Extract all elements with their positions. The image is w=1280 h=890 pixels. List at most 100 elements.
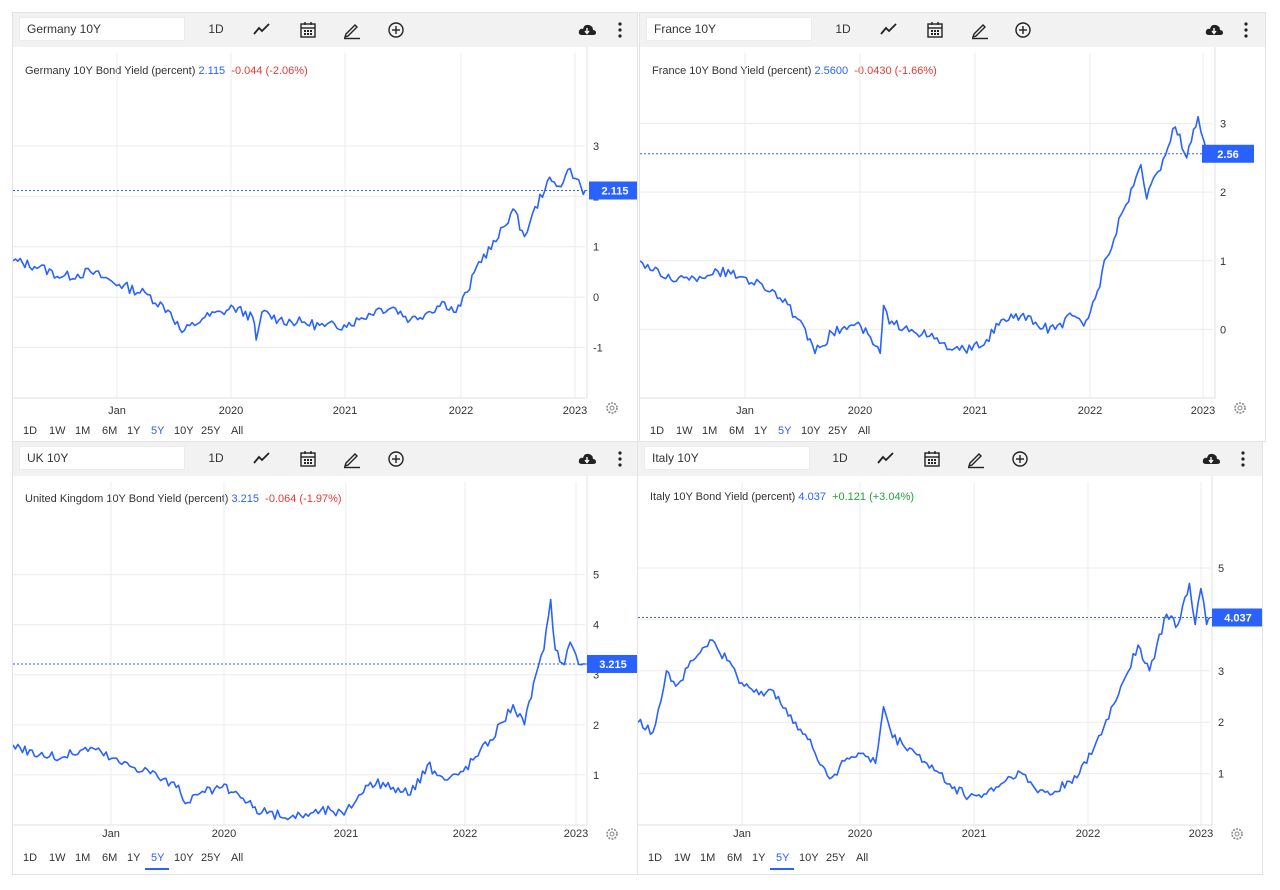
- active-range-underline: [145, 868, 169, 870]
- range-button-all[interactable]: All: [858, 425, 871, 437]
- line-chart-icon[interactable]: [251, 19, 273, 41]
- y-tick-label: 0: [593, 292, 599, 304]
- interval-button[interactable]: 1D: [208, 22, 224, 36]
- more-vertical-icon[interactable]: [1232, 448, 1254, 470]
- range-button-1m[interactable]: 1M: [702, 425, 718, 437]
- range-button-1w[interactable]: 1W: [674, 852, 691, 864]
- range-button-1w[interactable]: 1W: [676, 425, 693, 437]
- symbol-input[interactable]: UK 10Y: [19, 446, 185, 470]
- pencil-icon[interactable]: [341, 448, 363, 470]
- y-tick-label: 0: [1220, 324, 1226, 336]
- chart-panel-germany: Germany 10Y 1D Germany 10Y Bond Yield (p…: [12, 12, 638, 442]
- range-button-5y[interactable]: 5Y: [776, 852, 790, 864]
- last-value: 4.037: [798, 491, 826, 503]
- range-button-25y[interactable]: 25Y: [201, 852, 221, 864]
- plus-circle-icon[interactable]: [1009, 448, 1031, 470]
- y-tick-label: 2: [1220, 187, 1226, 199]
- y-tick-label: 1: [1218, 769, 1224, 781]
- chart-svg[interactable]: -10123Jan20202021202220232.115: [13, 13, 638, 423]
- cloud-download-icon[interactable]: [576, 448, 598, 470]
- calendar-icon[interactable]: [297, 19, 319, 41]
- range-button-5y[interactable]: 5Y: [151, 852, 165, 864]
- plus-circle-icon[interactable]: [1012, 19, 1034, 41]
- range-button-1d[interactable]: 1D: [650, 425, 665, 437]
- last-value-badge: [587, 654, 637, 673]
- x-tick-label: 2022: [449, 405, 473, 417]
- chart-area[interactable]: 0 1 2 3 Jan 2020 2021 2022 2023 2.56: [640, 13, 1266, 423]
- cloud-download-icon[interactable]: [576, 19, 598, 41]
- gear-icon[interactable]: [1231, 828, 1243, 840]
- cloud-download-icon[interactable]: [1200, 448, 1222, 470]
- calendar-icon[interactable]: [921, 448, 943, 470]
- range-button-5y[interactable]: 5Y: [778, 425, 792, 437]
- range-selector: 1D 1W 1M 6M 1Y 5Y 10Y 25Y All: [650, 421, 950, 441]
- range-button-6m[interactable]: 6M: [102, 852, 118, 864]
- y-tick-label: 1: [1220, 256, 1226, 268]
- range-button-10y[interactable]: 10Y: [801, 425, 821, 437]
- last-value: 3.215: [231, 493, 260, 505]
- x-tick-label: 2023: [1189, 828, 1213, 840]
- pencil-icon[interactable]: [965, 448, 987, 470]
- chart-svg[interactable]: 12345Jan20202021202220234.037: [638, 442, 1263, 850]
- range-button-5y[interactable]: 5Y: [151, 425, 165, 437]
- more-vertical-icon[interactable]: [1235, 19, 1257, 41]
- range-button-10y[interactable]: 10Y: [174, 852, 194, 864]
- range-button-all[interactable]: All: [856, 852, 869, 864]
- more-vertical-icon[interactable]: [609, 448, 631, 470]
- range-button-1y[interactable]: 1Y: [754, 425, 768, 437]
- range-button-10y[interactable]: 10Y: [174, 425, 194, 437]
- interval-button[interactable]: 1D: [835, 22, 851, 36]
- line-chart-icon[interactable]: [251, 448, 273, 470]
- chart-svg[interactable]: 0 1 2 3 Jan 2020 2021 2022 2023 2.56: [640, 13, 1266, 423]
- calendar-icon[interactable]: [297, 448, 319, 470]
- interval-button[interactable]: 1D: [208, 451, 224, 465]
- chart-area[interactable]: -10123Jan20202021202220232.115: [13, 13, 638, 423]
- range-button-1m[interactable]: 1M: [700, 852, 716, 864]
- symbol-input[interactable]: Germany 10Y: [19, 17, 185, 41]
- range-button-1w[interactable]: 1W: [49, 425, 66, 437]
- range-button-all[interactable]: All: [231, 425, 244, 437]
- gear-icon[interactable]: [1234, 402, 1246, 414]
- range-button-1y[interactable]: 1Y: [752, 852, 766, 864]
- chart-area[interactable]: 12345Jan20202021202220234.037: [638, 442, 1263, 850]
- cloud-download-icon[interactable]: [1203, 19, 1225, 41]
- range-button-25y[interactable]: 25Y: [201, 425, 221, 437]
- range-button-all[interactable]: All: [231, 852, 244, 864]
- more-vertical-icon[interactable]: [609, 19, 631, 41]
- range-button-1y[interactable]: 1Y: [127, 425, 141, 437]
- range-button-1d[interactable]: 1D: [648, 852, 663, 864]
- y-tick-label: 3: [1220, 119, 1226, 131]
- last-value: 2.5600: [814, 65, 849, 77]
- range-button-1w[interactable]: 1W: [49, 852, 66, 864]
- plus-circle-icon[interactable]: [385, 19, 407, 41]
- plus-circle-icon[interactable]: [385, 448, 407, 470]
- line-chart-icon[interactable]: [878, 19, 900, 41]
- gear-icon[interactable]: [606, 402, 618, 414]
- range-button-6m[interactable]: 6M: [727, 852, 743, 864]
- pencil-icon[interactable]: [341, 19, 363, 41]
- pencil-icon[interactable]: [969, 19, 991, 41]
- quote-header: Germany 10Y Bond Yield (percent) 2.115 -…: [25, 65, 308, 77]
- quote-header: United Kingdom 10Y Bond Yield (percent) …: [25, 493, 342, 505]
- gear-icon[interactable]: [606, 828, 618, 840]
- chart-toolbar: France 10Y 1D: [640, 13, 1265, 47]
- range-button-1m[interactable]: 1M: [75, 852, 91, 864]
- range-button-10y[interactable]: 10Y: [799, 852, 819, 864]
- chart-svg[interactable]: 1 2 3 4 5 Jan 2020 2021 2022 2023 3.215: [13, 442, 638, 850]
- range-button-25y[interactable]: 25Y: [828, 425, 848, 437]
- range-button-6m[interactable]: 6M: [729, 425, 745, 437]
- range-button-6m[interactable]: 6M: [102, 425, 118, 437]
- range-button-1d[interactable]: 1D: [23, 852, 38, 864]
- symbol-input[interactable]: France 10Y: [646, 17, 812, 41]
- range-button-1y[interactable]: 1Y: [127, 852, 141, 864]
- range-button-1m[interactable]: 1M: [75, 425, 91, 437]
- symbol-input[interactable]: Italy 10Y: [644, 446, 810, 470]
- line-chart-icon[interactable]: [875, 448, 897, 470]
- range-button-25y[interactable]: 25Y: [826, 852, 846, 864]
- chart-toolbar: Germany 10Y 1D: [13, 13, 637, 47]
- range-button-1d[interactable]: 1D: [23, 425, 38, 437]
- interval-button[interactable]: 1D: [832, 451, 848, 465]
- calendar-icon[interactable]: [924, 19, 946, 41]
- quote-header: Italy 10Y Bond Yield (percent) 4.037 +0.…: [650, 491, 914, 503]
- chart-area[interactable]: 1 2 3 4 5 Jan 2020 2021 2022 2023 3.215: [13, 442, 638, 850]
